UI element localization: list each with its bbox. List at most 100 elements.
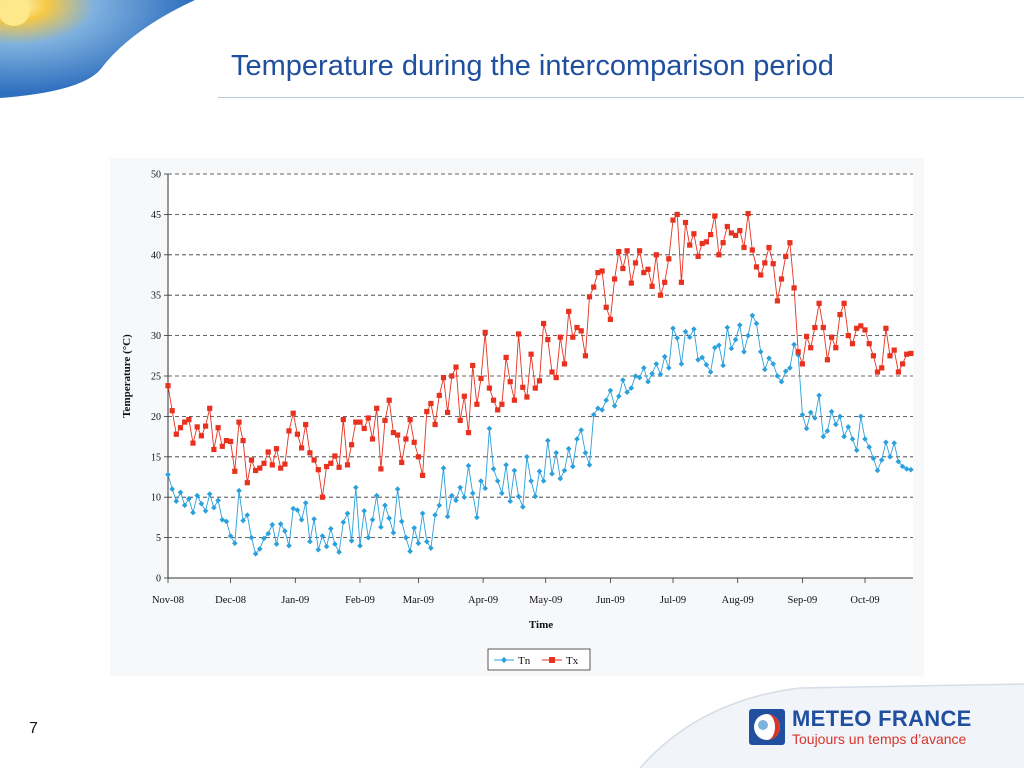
data-point-tx	[783, 253, 789, 259]
data-point-tx	[678, 279, 684, 285]
data-point-tx	[265, 449, 271, 455]
data-point-tn	[645, 378, 651, 385]
data-point-tn	[407, 548, 413, 555]
data-point-tn	[298, 517, 305, 523]
data-point-tn	[236, 487, 242, 494]
data-point-tn	[632, 373, 639, 379]
data-point-tx	[511, 397, 517, 403]
data-point-tx	[833, 345, 839, 351]
data-point-tx	[390, 430, 396, 436]
data-point-tn	[678, 361, 685, 367]
data-point-tn	[657, 371, 664, 378]
data-point-tn	[774, 373, 781, 379]
y-tick-label: 15	[151, 452, 161, 463]
data-point-tn	[770, 361, 776, 367]
data-point-tx	[612, 276, 618, 282]
data-point-tn	[202, 508, 209, 514]
chart-panel: 0 5 10 15 20 25 30 35 40 45 50 Nov-08 Dec-08 Jan-09 Fe…	[110, 158, 924, 676]
data-point-tn	[724, 324, 731, 331]
data-point-tx	[866, 341, 872, 347]
data-point-tn	[891, 440, 897, 446]
data-point-tx	[282, 461, 288, 467]
data-point-tn	[415, 540, 422, 547]
data-point-tn	[403, 534, 409, 541]
data-point-tx	[566, 308, 572, 314]
data-point-tx	[207, 405, 213, 411]
x-tick-label: Jul-09	[660, 595, 686, 606]
data-point-tx	[557, 334, 563, 340]
data-point-tx	[837, 312, 843, 318]
data-point-tx	[303, 421, 309, 428]
data-point-tn	[686, 334, 693, 340]
data-point-tn	[482, 485, 488, 492]
data-point-tn	[870, 455, 877, 462]
data-point-tn	[390, 530, 397, 536]
data-point-tx	[662, 279, 668, 285]
data-point-tn	[895, 458, 902, 465]
data-point-tn	[883, 439, 889, 446]
data-point-tn	[165, 471, 171, 478]
data-point-tx	[574, 324, 580, 331]
data-point-tx	[561, 361, 568, 367]
data-point-tx	[695, 253, 701, 259]
x-tick-label: Jan-09	[281, 595, 309, 606]
data-point-tn	[257, 546, 263, 552]
data-point-tx	[290, 410, 296, 416]
data-point-tn	[741, 349, 747, 355]
data-point-tn	[398, 518, 405, 525]
data-point-tx	[795, 349, 801, 355]
data-point-tn	[803, 425, 810, 432]
data-point-tx	[766, 244, 772, 251]
data-point-tn	[745, 332, 751, 339]
sun-banner-decoration	[0, 0, 195, 98]
data-point-tx	[232, 468, 238, 474]
data-point-tn	[649, 370, 655, 377]
data-point-tn	[691, 326, 697, 332]
slide-number: 7	[29, 720, 38, 737]
data-point-tn	[540, 478, 547, 484]
data-point-tn	[457, 484, 463, 491]
data-point-tn	[294, 507, 301, 513]
data-point-tn	[782, 368, 789, 374]
data-point-tn	[557, 475, 564, 482]
data-point-tx	[353, 419, 359, 425]
data-point-tx	[624, 248, 630, 254]
data-point-tn	[344, 510, 351, 517]
data-point-tn	[699, 354, 705, 361]
data-point-tn	[874, 467, 881, 474]
data-point-tx	[632, 260, 639, 266]
data-point-tx	[465, 430, 472, 436]
axes: 0 5 10 15 20 25 30 35 40 45 50 Nov-08 Dec-08 Jan-09 Fe…	[151, 170, 913, 606]
data-point-tn	[732, 336, 739, 343]
data-point-tn	[378, 524, 384, 530]
data-point-tn	[837, 413, 843, 420]
data-point-tn	[382, 502, 388, 509]
y-tick-label: 10	[151, 493, 161, 504]
data-point-tn	[611, 403, 618, 409]
data-point-tx	[173, 431, 179, 437]
data-point-tx	[165, 383, 171, 389]
data-point-tx	[432, 421, 438, 428]
data-point-tx	[887, 353, 893, 359]
x-tick-label: Sep-09	[788, 595, 818, 606]
data-point-tn	[328, 525, 334, 532]
data-point-tx	[541, 320, 547, 327]
data-point-tx	[620, 265, 626, 272]
x-tick-label: Mar-09	[403, 595, 434, 606]
data-point-tn	[177, 489, 184, 496]
data-point-tn	[474, 514, 480, 521]
y-tick-label: 35	[151, 291, 161, 302]
data-point-tn	[716, 342, 722, 349]
data-point-tx	[708, 232, 714, 238]
data-point-tn	[265, 530, 271, 537]
data-point-tn	[520, 504, 526, 510]
title-divider	[218, 97, 1024, 98]
data-point-tn	[616, 393, 622, 399]
slide-title: Temperature during the intercomparison p…	[231, 50, 834, 82]
gridlines	[168, 173, 913, 578]
series-tx	[165, 211, 914, 500]
temperature-chart: 0 5 10 15 20 25 30 35 40 45 50 Nov-08 Dec-08 Jan-09 Fe…	[121, 170, 914, 671]
data-point-tn	[570, 463, 576, 470]
data-point-tn	[244, 512, 251, 518]
data-point-tx	[691, 231, 697, 237]
